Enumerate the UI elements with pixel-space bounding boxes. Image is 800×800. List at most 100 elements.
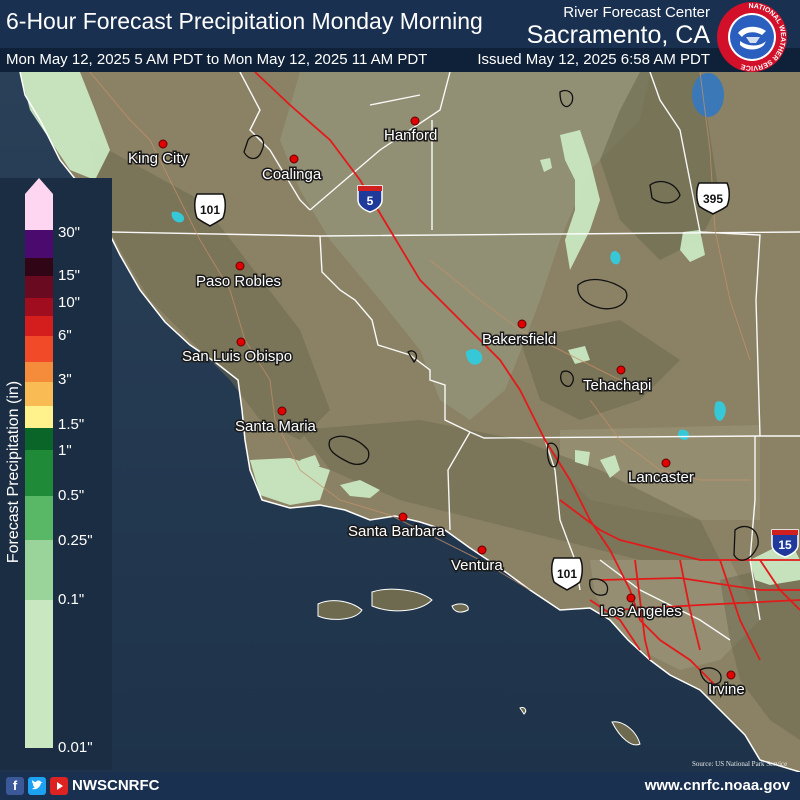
la-basin <box>590 560 760 670</box>
legend-swatch-0.01-0.1 <box>25 600 53 748</box>
date-bar: Mon May 12, 2025 5 AM PDT to Mon May 12,… <box>0 48 800 72</box>
svg-text:Santa Barbara: Santa Barbara <box>348 523 445 540</box>
legend-tick-6: 6" <box>58 327 72 344</box>
interstate-shield-15: 15 <box>771 529 799 558</box>
legend-tick-1.5: 1.5" <box>58 416 85 433</box>
svg-text:King City: King City <box>128 150 189 167</box>
svg-text:Irvine: Irvine <box>708 681 745 698</box>
twitter-icon[interactable] <box>28 777 46 795</box>
city-santa-barbara: Santa Barbara <box>347 512 447 542</box>
city-markers: King City Coalinga Hanford Paso Robles S… <box>127 116 746 700</box>
legend-swatch-15-30 <box>25 258 53 276</box>
coast-ranges-shade <box>90 140 330 440</box>
legend-color-bar <box>25 178 53 770</box>
city-paso-robles: Paso Robles <box>195 261 283 292</box>
legend-swatch-10-15 <box>25 276 53 298</box>
legend-tick-0.01: 0.01" <box>58 739 93 756</box>
header: 6-Hour Forecast Precipitation Monday Mor… <box>0 0 800 72</box>
svg-text:101: 101 <box>557 567 577 581</box>
highways <box>254 72 800 691</box>
interstate-shield-5: 5 <box>357 185 383 213</box>
mono-lake <box>692 73 724 117</box>
svg-text:Hanford: Hanford <box>384 127 437 144</box>
svg-text:395: 395 <box>703 192 723 206</box>
svg-text:Los Angeles: Los Angeles <box>600 603 682 620</box>
legend-tick-0.1: 0.1" <box>58 591 85 608</box>
peninsular-shade <box>720 560 800 740</box>
svg-text:15: 15 <box>778 538 792 552</box>
svg-text:Santa Maria: Santa Maria <box>235 418 317 435</box>
svg-text:5: 5 <box>367 194 374 208</box>
svg-text:Bakersfield: Bakersfield <box>482 331 556 348</box>
legend-swatch-1-1.5 <box>25 406 53 428</box>
city-ventura: Ventura <box>450 545 505 576</box>
legend-title: Forecast Precipitation (in) <box>5 380 22 564</box>
legend-tick-10: 10" <box>58 294 81 311</box>
legend-swatch-0.5-0.75 <box>25 450 53 496</box>
county-boundaries <box>109 72 800 641</box>
reservoir-1 <box>466 349 483 365</box>
legend-swatch-3-4 <box>25 336 53 362</box>
us-route-shield-101-south: 101 <box>551 557 583 591</box>
outlined-features <box>243 89 759 685</box>
legend-swatch-4-6 <box>25 316 53 336</box>
issued-time: Issued May 12, 2025 6:58 AM PDT <box>477 51 710 68</box>
precipitation-legend: Forecast Precipitation (in) 30" 15" 10" … <box>0 178 112 770</box>
rfc-location: Sacramento, CA <box>526 21 710 49</box>
svg-text:101: 101 <box>200 203 220 217</box>
rfc-label: River Forecast Center <box>563 4 710 21</box>
city-bakersfield: Bakersfield <box>481 319 558 350</box>
precipitation-map: King City Coalinga Hanford Paso Robles S… <box>0 72 800 772</box>
legend-tick-3: 3" <box>58 371 72 388</box>
legend-swatch-30-plus <box>25 208 53 230</box>
city-tehachapi: Tehachapi <box>582 365 653 396</box>
city-santa-maria: Santa Maria <box>234 406 318 437</box>
legend-swatch-0.25-0.5 <box>25 496 53 540</box>
legend-tick-1: 1" <box>58 442 72 459</box>
reservoir-2 <box>714 401 726 421</box>
transverse-shade <box>300 420 720 560</box>
footer: f NWSCNRFC www.cnrfc.noaa.gov <box>0 772 800 800</box>
map-title: 6-Hour Forecast Precipitation Monday Mor… <box>6 8 483 34</box>
legend-tick-30: 30" <box>58 224 81 241</box>
channel-islands <box>317 588 641 746</box>
us-route-shield-101-north: 101 <box>194 193 226 227</box>
city-king-city: King City <box>127 139 190 169</box>
reservoir-5 <box>171 211 185 223</box>
us-route-shield-395: 395 <box>696 182 730 215</box>
legend-tick-0.5: 0.5" <box>58 487 85 504</box>
minor-roads <box>89 72 751 591</box>
svg-text:Lancaster: Lancaster <box>628 469 694 486</box>
reservoir-4 <box>610 251 621 265</box>
svg-text:Tehachapi: Tehachapi <box>583 377 651 394</box>
source-credit: Source: US National Park Service <box>692 760 787 768</box>
legend-arrow-top <box>25 178 53 208</box>
legend-swatch-0.1-0.25 <box>25 540 53 600</box>
valid-period: Mon May 12, 2025 5 AM PDT to Mon May 12,… <box>6 51 428 68</box>
legend-tick-0.25: 0.25" <box>58 532 93 549</box>
facebook-icon[interactable]: f <box>6 777 24 795</box>
reservoir-3 <box>678 429 689 440</box>
legend-tick-15: 15" <box>58 267 81 284</box>
precip-areas <box>20 72 800 585</box>
legend-swatch-6-10 <box>25 298 53 316</box>
city-irvine: Irvine <box>707 670 746 700</box>
youtube-icon[interactable] <box>50 777 68 795</box>
city-coalinga: Coalinga <box>261 154 323 185</box>
city-los-angeles: Los Angeles <box>599 593 683 622</box>
website-link[interactable]: www.cnrfc.noaa.gov <box>644 777 790 794</box>
city-san-luis-obispo: San Luis Obispo <box>181 337 294 367</box>
central-valley <box>280 72 650 420</box>
social-handle[interactable]: NWSCNRFC <box>72 777 160 794</box>
legend-swatch-30 <box>25 230 53 258</box>
sierra-shade <box>600 72 720 260</box>
svg-text:Coalinga: Coalinga <box>262 166 322 183</box>
legend-swatch-0.75-1 <box>25 428 53 450</box>
city-lancaster: Lancaster <box>627 458 695 488</box>
svg-text:Ventura: Ventura <box>451 557 503 574</box>
svg-text:San Luis Obispo: San Luis Obispo <box>182 348 292 365</box>
nws-logo: NATIONAL WEATHER SERVICE <box>716 1 788 73</box>
legend-swatch-1.5-2 <box>25 382 53 406</box>
legend-swatch-2-3 <box>25 362 53 382</box>
